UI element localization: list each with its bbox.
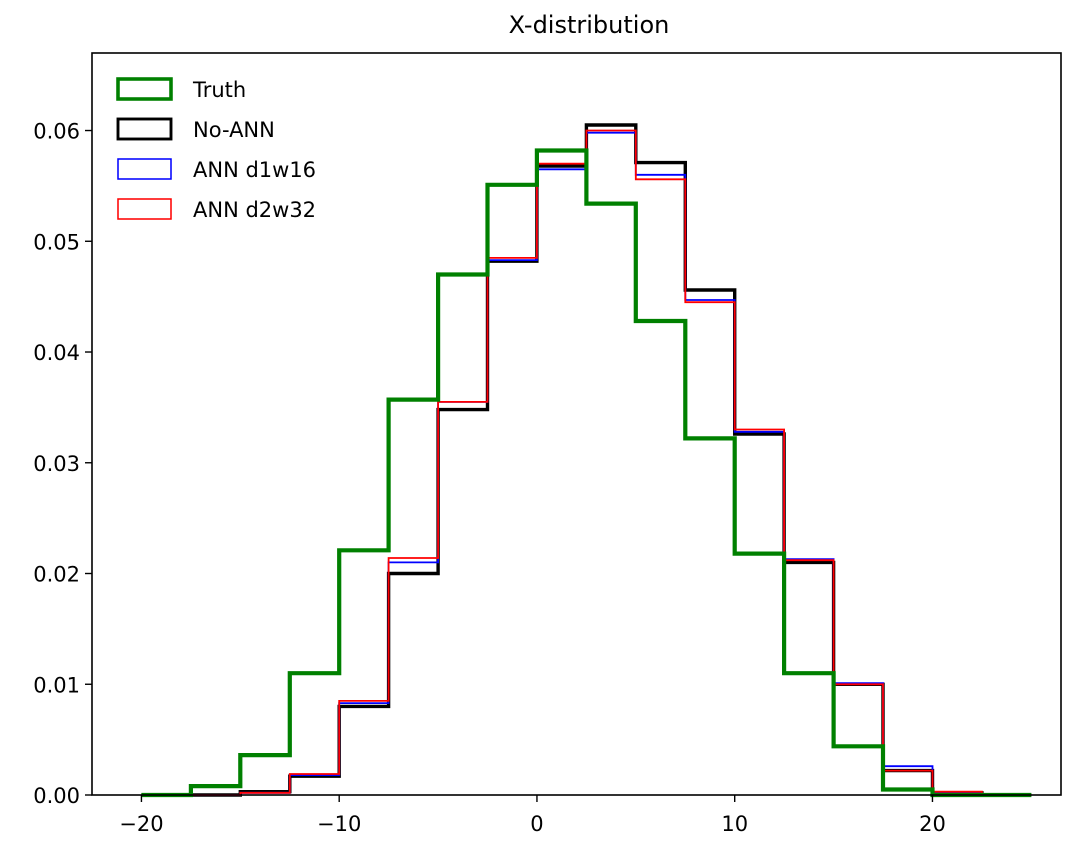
y-tick-label: 0.01 <box>33 673 80 697</box>
legend-item-ann-d2w32: ANN d2w32 <box>117 198 316 222</box>
legend-label: ANN d1w16 <box>193 158 316 182</box>
y-tick-label: 0.00 <box>33 784 80 808</box>
x-tick-label: −10 <box>317 812 361 836</box>
y-tick-label: 0.04 <box>33 341 80 365</box>
x-axis: −20 −10 0 10 20 <box>119 795 946 836</box>
series-line-truth <box>141 148 1032 798</box>
legend: Truth No-ANN ANN d1w16 ANN d2w32 <box>116 77 316 222</box>
y-tick-label: 0.05 <box>33 230 80 254</box>
series-line-ann-d2w32 <box>141 129 1032 796</box>
series-line-ann-d1w16 <box>141 131 1032 796</box>
y-axis: 0.00 0.01 0.02 0.03 0.04 0.05 0.06 <box>33 120 92 808</box>
y-tick-label: 0.02 <box>33 563 80 587</box>
legend-swatch <box>117 158 172 180</box>
legend-item-no-ann: No-ANN <box>116 117 275 142</box>
x-tick-label: 10 <box>721 812 748 836</box>
legend-item-ann-d1w16: ANN d1w16 <box>117 158 316 182</box>
x-tick-label: 0 <box>530 812 543 836</box>
chart-title: X-distribution <box>509 11 670 39</box>
legend-label: No-ANN <box>193 118 275 142</box>
legend-label: ANN d2w32 <box>193 198 316 222</box>
y-tick-label: 0.06 <box>33 120 80 144</box>
legend-swatch <box>116 77 173 101</box>
series-line-no-ann <box>141 123 1032 797</box>
x-tick-label: 20 <box>919 812 946 836</box>
series-layer <box>141 123 1032 798</box>
legend-label: Truth <box>192 78 246 102</box>
plot-frame <box>91 52 1062 796</box>
y-tick-label: 0.03 <box>33 452 80 476</box>
legend-swatch <box>116 117 173 141</box>
legend-swatch <box>117 198 172 220</box>
legend-item-truth: Truth <box>116 77 246 102</box>
x-tick-label: −20 <box>119 812 163 836</box>
